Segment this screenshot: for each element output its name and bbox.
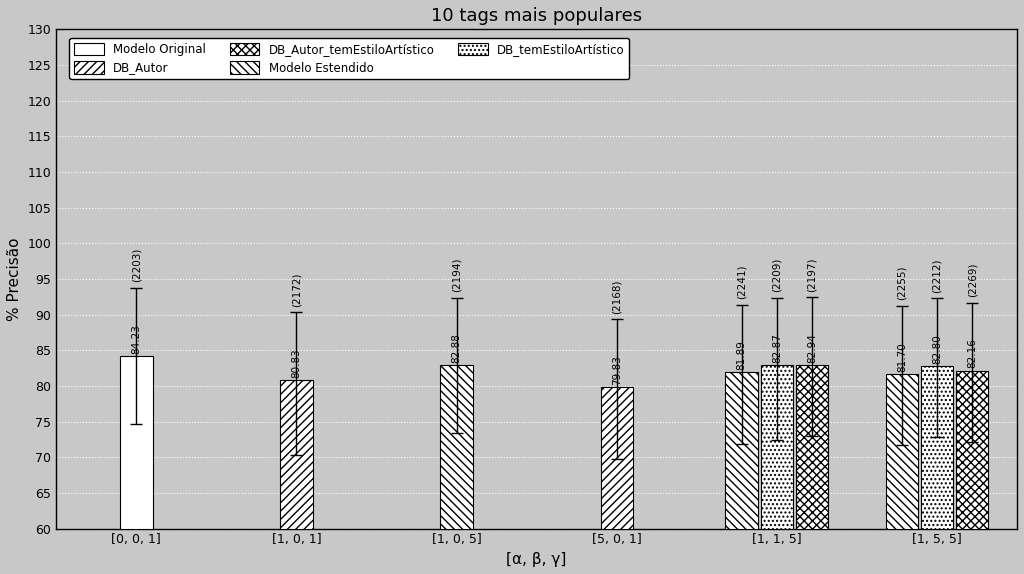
- Bar: [600, 387, 633, 529]
- Text: (2168): (2168): [611, 279, 622, 314]
- Text: (2241): (2241): [736, 265, 746, 299]
- Text: (2194): (2194): [452, 258, 462, 292]
- Text: 81.70: 81.70: [897, 342, 907, 372]
- Text: 82.94: 82.94: [807, 333, 817, 363]
- Text: 82.87: 82.87: [772, 333, 782, 363]
- Title: 10 tags mais populares: 10 tags mais populares: [431, 7, 642, 25]
- Bar: [725, 373, 758, 529]
- Bar: [120, 356, 153, 529]
- Text: 82.80: 82.80: [932, 334, 942, 364]
- Text: (2255): (2255): [897, 266, 907, 300]
- X-axis label: [α, β, γ]: [α, β, γ]: [507, 552, 567, 567]
- Bar: [956, 371, 988, 529]
- Text: 80.83: 80.83: [292, 348, 301, 378]
- Text: 81.89: 81.89: [736, 340, 746, 370]
- Text: 82.88: 82.88: [452, 333, 462, 363]
- Bar: [921, 366, 953, 529]
- Text: 79.83: 79.83: [611, 355, 622, 385]
- Bar: [761, 366, 793, 529]
- Text: (2172): (2172): [292, 272, 301, 307]
- Legend: Modelo Original, DB_Autor, DB_Autor_temEstiloArtístico, Modelo Estendido, DB_tem: Modelo Original, DB_Autor, DB_Autor_temE…: [70, 38, 630, 79]
- Bar: [886, 374, 918, 529]
- Text: (2212): (2212): [932, 258, 942, 293]
- Bar: [796, 365, 828, 529]
- Text: 82.16: 82.16: [968, 339, 977, 369]
- Text: (2269): (2269): [968, 262, 977, 297]
- Bar: [281, 380, 312, 529]
- Text: (2203): (2203): [131, 248, 141, 282]
- Text: (2197): (2197): [807, 257, 817, 292]
- Y-axis label: % Precisão: % Precisão: [7, 237, 22, 321]
- Text: (2209): (2209): [772, 258, 782, 292]
- Bar: [440, 366, 473, 529]
- Text: 84.23: 84.23: [131, 324, 141, 354]
